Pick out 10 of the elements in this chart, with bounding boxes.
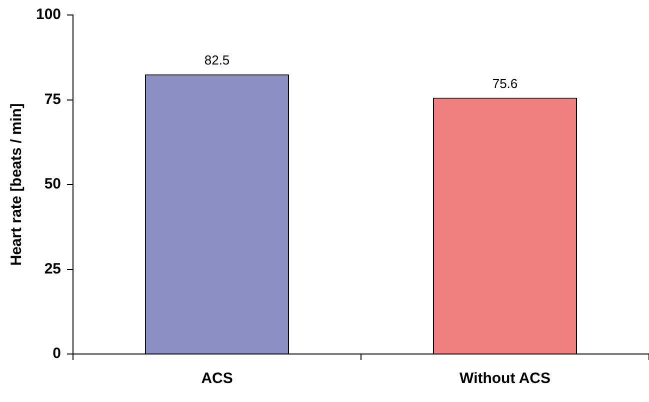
x-tick-label: Without ACS (460, 370, 550, 388)
data-label: 82.5 (204, 52, 230, 68)
y-tick-label: 100 (36, 6, 62, 24)
y-tick-label: 0 (52, 345, 62, 362)
y-tick-label: 75 (44, 90, 62, 108)
y-axis-title: Heart rate [beats / min] (8, 103, 26, 266)
data-label: 75.6 (492, 76, 518, 91)
y-tick-label: 50 (44, 176, 62, 193)
y-tick-label: 25 (44, 260, 62, 278)
x-tick-label: ACS (201, 370, 233, 388)
